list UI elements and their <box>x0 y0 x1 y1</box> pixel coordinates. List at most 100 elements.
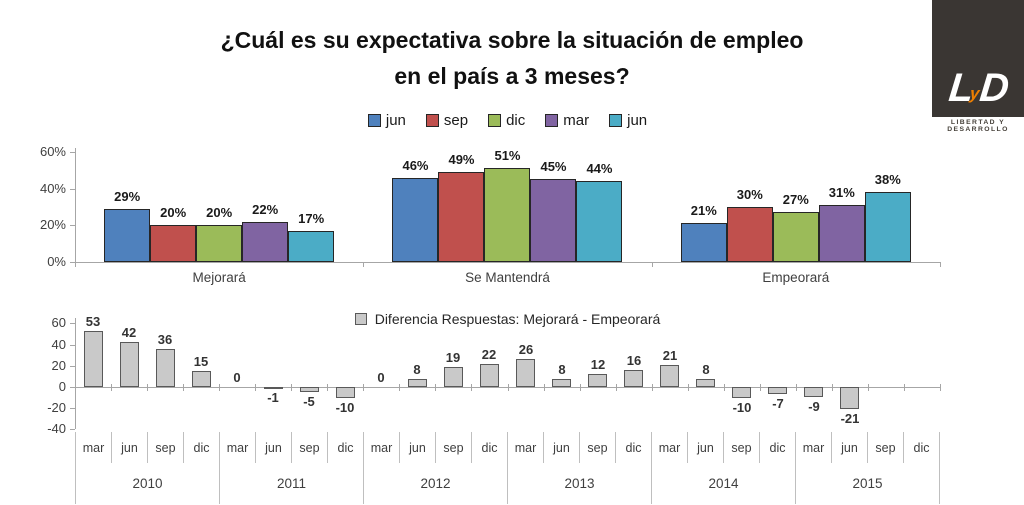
top-x-group-tickmark <box>651 262 653 267</box>
legend-label: jun <box>385 112 406 129</box>
months-row: mar jun sep dic <box>220 432 363 463</box>
year-label: 2015 <box>852 476 883 491</box>
bar-slot: 46% <box>392 152 439 262</box>
diff-bar-dic-2010 <box>192 371 211 387</box>
legend-item-jun: jun <box>609 112 647 129</box>
bar-mar-mejorará <box>242 222 289 262</box>
month-label: sep <box>580 432 616 463</box>
bottom-y-tick-label: -20 <box>47 400 66 416</box>
month-label: sep <box>868 432 904 463</box>
top-y-tick-label: 0% <box>47 254 66 269</box>
value-label: 49% <box>448 152 475 167</box>
bottom-x-tickmark <box>75 384 76 391</box>
logo-letter-y: y <box>969 84 981 103</box>
diff-bar-mar-2013 <box>516 359 535 387</box>
legend-item-mar: mar <box>545 112 589 129</box>
diff-value-label: 12 <box>590 357 606 372</box>
bottom-y-tickmark <box>70 408 75 410</box>
bar-dic-empeorará <box>772 212 819 262</box>
diff-bar-sep-2014 <box>732 387 751 398</box>
bottom-y-tickmark <box>70 344 75 346</box>
bottom-y-tickmark <box>70 365 75 367</box>
month-label: sep <box>436 432 472 463</box>
month-label: jun <box>832 432 868 463</box>
value-label: 17% <box>298 211 325 226</box>
legend-label: sep <box>443 112 469 129</box>
top-y-tickmark <box>70 262 75 263</box>
month-label: sep <box>724 432 760 463</box>
bottom-y-tick-label: 40 <box>51 336 66 352</box>
chart-title-line2: en el país a 3 meses? <box>394 63 630 89</box>
bottom-y-tickmark <box>70 429 75 431</box>
year-column-2010: mar jun sep dic 2010 <box>75 432 219 504</box>
top-y-tick-label: 20% <box>39 217 66 233</box>
year-label: 2014 <box>708 476 739 491</box>
diff-value-label: -1 <box>267 390 279 405</box>
gray-square-legend-icon <box>354 313 367 325</box>
diff-bar-sep-2010 <box>156 349 175 387</box>
month-label: jun <box>544 432 580 463</box>
legend-label: dic <box>506 112 526 129</box>
value-label: 30% <box>736 187 763 202</box>
diff-bar-jun-2013 <box>552 379 571 387</box>
category-label-mejorará: Mejorará <box>192 270 246 285</box>
bottom-chart-legend-label: Diferencia Respuestas: Mejorará - Empeor… <box>374 311 661 327</box>
bottom-x-tickmark <box>291 384 292 391</box>
year-label: 2013 <box>564 476 595 491</box>
diff-value-label: 0 <box>233 370 241 385</box>
month-label: dic <box>481 440 498 455</box>
month-label: dic <box>337 440 354 455</box>
diff-value-label: -5 <box>303 394 315 409</box>
bar-sep-mejorará <box>150 225 197 262</box>
logo-letter-l: L <box>946 66 974 110</box>
diff-value-label: -7 <box>772 396 784 411</box>
legend-label: jun <box>627 112 648 129</box>
bottom-x-tickmark <box>544 384 545 391</box>
bottom-x-tickmark <box>688 384 689 391</box>
bottom-zero-axis-line <box>75 387 940 388</box>
bar-group-se-mantendrá: 46% 49% 51% 45% 44% <box>363 148 651 262</box>
bottom-chart-legend: Diferencia Respuestas: Mejorará - Empeor… <box>75 311 940 327</box>
diff-bar-dic-2014 <box>768 387 787 394</box>
diff-value-label: -10 <box>732 400 752 415</box>
bottom-chart-period-axis: mar jun sep dic 2010 mar jun sep dic 2011 mar jun se… <box>75 432 940 504</box>
diff-bar-mar-2015 <box>804 387 823 397</box>
lyd-logo-letters: LyD <box>930 66 1024 111</box>
diff-value-label: -10 <box>335 400 355 415</box>
value-label: 20% <box>160 205 187 220</box>
jun-series-swatch-icon <box>609 114 623 127</box>
month-label: jun <box>688 432 724 463</box>
lyd-logo: LyD <box>932 0 1024 117</box>
bar-mar-se-mantendrá <box>530 179 577 262</box>
diff-value-label: 8 <box>413 362 421 377</box>
bottom-y-tick-label: 20 <box>51 357 66 373</box>
category-label-empeorará: Empeorará <box>762 270 830 285</box>
mar-series-swatch-icon <box>545 114 559 127</box>
bottom-y-tick-label: -40 <box>47 421 66 437</box>
bar-slot: 27% <box>772 152 819 262</box>
bottom-x-tickmark <box>471 384 472 391</box>
month-label: dic <box>625 440 642 455</box>
value-label: 38% <box>874 172 901 187</box>
diff-value-label: 8 <box>702 362 710 377</box>
month-label: sep <box>292 432 328 463</box>
bar-dic-se-mantendrá <box>484 168 531 262</box>
bar-slot: 44% <box>576 152 623 262</box>
diff-value-label: 15 <box>193 354 209 369</box>
bar-slot: 49% <box>438 152 485 262</box>
bottom-x-tickmark <box>399 384 400 391</box>
year-label: 2011 <box>276 476 307 491</box>
sep-series-swatch-icon <box>425 114 439 127</box>
chart-title-line1: ¿Cuál es su expectativa sobre la situaci… <box>220 27 804 53</box>
top-x-group-tickmark <box>940 262 941 267</box>
month-label: dic <box>193 440 210 455</box>
month-label: mar <box>652 432 688 463</box>
value-label: 31% <box>828 185 855 200</box>
top-x-group-tickmark <box>75 262 76 267</box>
bottom-chart-plot-area: 53 42 36 15 0 -1 -5 -10 0 8 19 22 26 8 12 16 21 8 -10 -7 -9 -… <box>75 314 940 429</box>
value-label: 20% <box>206 205 233 220</box>
diff-value-label: 19 <box>445 350 461 365</box>
bottom-x-tickmark <box>940 384 941 391</box>
diff-bar-dic-2012 <box>480 364 499 387</box>
